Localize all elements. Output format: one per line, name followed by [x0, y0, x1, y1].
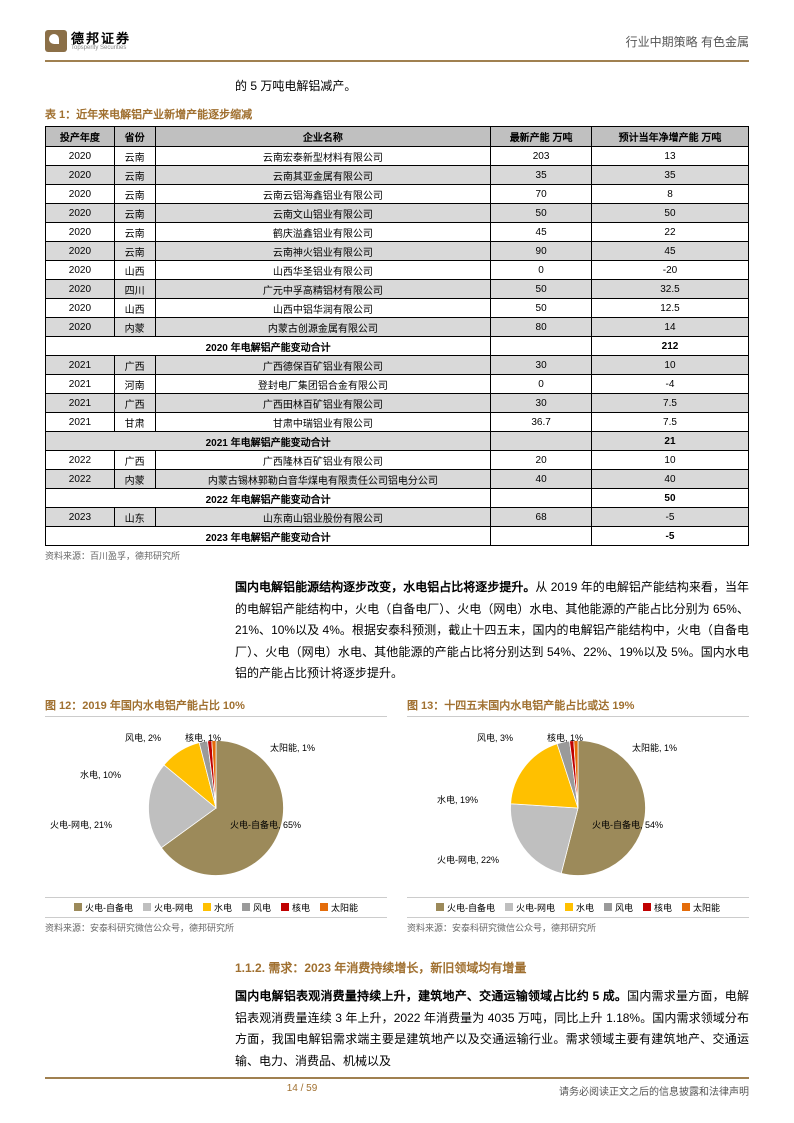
legend-item: 太阳能	[320, 901, 358, 914]
table-row: 2022广西广西隆林百矿铝业有限公司2010	[46, 451, 749, 470]
table-row: 2023 年电解铝产能变动合计-5	[46, 527, 749, 546]
pie-label: 水电, 19%	[437, 793, 478, 806]
logo-icon	[45, 30, 67, 52]
table-row: 2020 年电解铝产能变动合计212	[46, 337, 749, 356]
table-row: 2020云南云南云铝海鑫铝业有限公司708	[46, 185, 749, 204]
legend-item: 核电	[281, 901, 310, 914]
table-row: 2021河南登封电厂集团铝合金有限公司0-4	[46, 375, 749, 394]
table-row: 2020云南鹤庆溢鑫铝业有限公司4522	[46, 223, 749, 242]
table-row: 2023山东山东南山铝业股份有限公司68-5	[46, 508, 749, 527]
chart12-title: 图 12：2019 年国内水电铝产能占比 10%	[45, 697, 387, 717]
pie-label: 太阳能, 1%	[270, 741, 315, 754]
pie-label: 核电, 1%	[185, 731, 221, 744]
table-row: 2020云南云南神火铝业有限公司9045	[46, 242, 749, 261]
table1-source: 资料来源：百川盈孚，德邦研究所	[45, 549, 749, 562]
table-header: 投产年度	[46, 127, 115, 147]
chart13-legend: 火电-自备电火电-网电水电风电核电太阳能	[407, 897, 749, 918]
table-row: 2020云南云南宏泰新型材料有限公司20313	[46, 147, 749, 166]
logo-en: Topsperity Securities	[71, 45, 131, 51]
pie-label: 太阳能, 1%	[632, 741, 677, 754]
table-header: 最新产能 万吨	[491, 127, 592, 147]
table-row: 2020山西山西华圣铝业有限公司0-20	[46, 261, 749, 280]
legend-item: 火电-网电	[143, 901, 193, 914]
logo-cn: 德邦证券	[71, 32, 131, 45]
legend-item: 太阳能	[682, 901, 720, 914]
chart12-source: 资料来源：安泰科研究微信公众号，德邦研究所	[45, 921, 387, 934]
chart-12: 图 12：2019 年国内水电铝产能占比 10% 火电-自备电, 65% 火电-网…	[45, 697, 387, 949]
table-header: 预计当年净增产能 万吨	[591, 127, 748, 147]
table-row: 2021广西广西德保百矿铝业有限公司3010	[46, 356, 749, 375]
section-heading: 1.1.2. 需求：2023 年消费持续增长，新旧领域均有增量	[235, 959, 749, 976]
table-row: 2020云南云南其亚金属有限公司3535	[46, 166, 749, 185]
para2-bold: 国内电解铝表观消费量持续上升，建筑地产、交通运输领域占比约 5 成。	[235, 989, 627, 1003]
chart-13: 图 13：十四五末国内水电铝产能占比或达 19% 火电-自备电, 54% 火电-网…	[407, 697, 749, 949]
chart12-pie: 火电-自备电, 65% 火电-网电, 21% 水电, 10% 风电, 2% 核电, 1%…	[45, 723, 387, 893]
pie-label: 火电-网电, 22%	[437, 853, 499, 866]
table-row: 2021甘肃甘肃中瑞铝业有限公司36.77.5	[46, 413, 749, 432]
paragraph-1: 国内电解铝能源结构逐步改变，水电铝占比将逐步提升。从 2019 年的电解铝产能结…	[235, 577, 749, 685]
header-category: 行业中期策略 有色金属	[626, 33, 749, 50]
pie-label: 风电, 2%	[125, 731, 161, 744]
table-row: 2021 年电解铝产能变动合计21	[46, 432, 749, 451]
intro-text: 的 5 万吨电解铝减产。	[235, 77, 749, 94]
legend-item: 火电-自备电	[74, 901, 133, 914]
table-row: 2020云南云南文山铝业有限公司5050	[46, 204, 749, 223]
header-divider	[45, 60, 749, 62]
table-row: 2021广西广西田林百矿铝业有限公司307.5	[46, 394, 749, 413]
pie-label: 水电, 10%	[80, 768, 121, 781]
table1: 投产年度省份企业名称最新产能 万吨预计当年净增产能 万吨 2020云南云南宏泰新…	[45, 126, 749, 546]
chart12-legend: 火电-自备电火电-网电水电风电核电太阳能	[45, 897, 387, 918]
para1-text: 从 2019 年的电解铝产能结构来看，当年的电解铝产能结构中，火电（自备电厂）、…	[235, 580, 749, 680]
table-row: 2022 年电解铝产能变动合计50	[46, 489, 749, 508]
legend-item: 火电-自备电	[436, 901, 495, 914]
pie-label: 火电-自备电, 54%	[592, 818, 663, 831]
charts-row: 图 12：2019 年国内水电铝产能占比 10% 火电-自备电, 65% 火电-网…	[45, 697, 749, 949]
table-row: 2020山西山西中铝华润有限公司5012.5	[46, 299, 749, 318]
logo: 德邦证券 Topsperity Securities	[45, 30, 131, 52]
table-header: 企业名称	[155, 127, 491, 147]
chart13-source: 资料来源：安泰科研究微信公众号，德邦研究所	[407, 921, 749, 934]
pie-label: 火电-网电, 21%	[50, 818, 112, 831]
para1-bold: 国内电解铝能源结构逐步改变，水电铝占比将逐步提升。	[235, 580, 535, 594]
page-header: 德邦证券 Topsperity Securities 行业中期策略 有色金属	[45, 30, 749, 52]
chart13-title: 图 13：十四五末国内水电铝产能占比或达 19%	[407, 697, 749, 717]
table-row: 2022内蒙内蒙古锡林郭勒白音华煤电有限责任公司铝电分公司4040	[46, 470, 749, 489]
paragraph-2: 国内电解铝表观消费量持续上升，建筑地产、交通运输领域占比约 5 成。国内需求量方…	[235, 986, 749, 1072]
legend-item: 水电	[565, 901, 594, 914]
page-number: 14 / 59	[287, 1083, 318, 1098]
pie-label: 风电, 3%	[477, 731, 513, 744]
table-row: 2020四川广元中孚高精铝材有限公司5032.5	[46, 280, 749, 299]
chart13-pie: 火电-自备电, 54% 火电-网电, 22% 水电, 19% 风电, 3% 核电, 1%…	[407, 723, 749, 893]
table1-caption: 表 1：近年来电解铝产业新增产能逐步缩减	[45, 106, 749, 122]
table-row: 2020内蒙内蒙古创源金属有限公司8014	[46, 318, 749, 337]
legend-item: 风电	[242, 901, 271, 914]
table-header: 省份	[114, 127, 155, 147]
pie-label: 火电-自备电, 65%	[230, 818, 301, 831]
page-footer: 14 / 59 请务必阅读正文之后的信息披露和法律声明	[45, 1077, 749, 1098]
footer-disclaimer: 请务必阅读正文之后的信息披露和法律声明	[559, 1083, 749, 1098]
legend-item: 风电	[604, 901, 633, 914]
legend-item: 火电-网电	[505, 901, 555, 914]
legend-item: 水电	[203, 901, 232, 914]
legend-item: 核电	[643, 901, 672, 914]
pie-label: 核电, 1%	[547, 731, 583, 744]
